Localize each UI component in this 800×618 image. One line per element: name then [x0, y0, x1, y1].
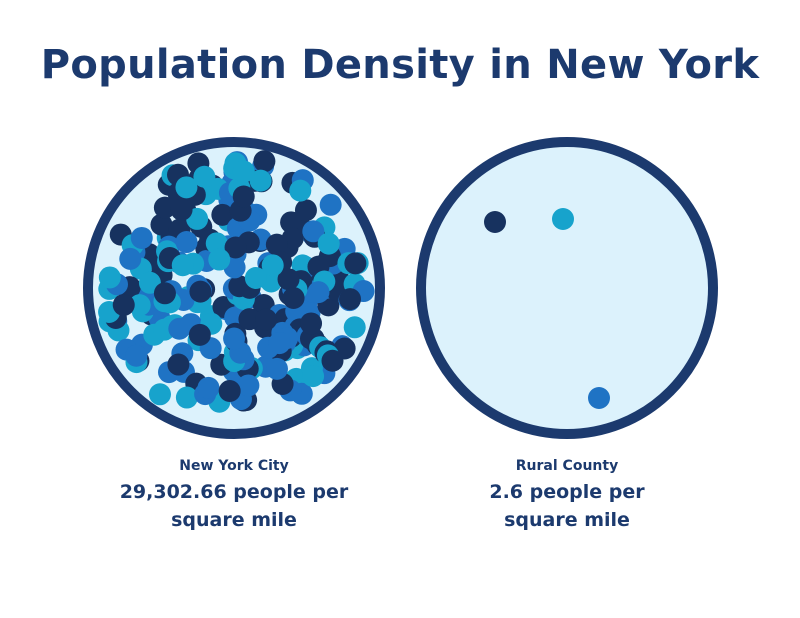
person-dot: [238, 308, 261, 331]
person-dot: [253, 150, 276, 173]
person-dot: [237, 374, 260, 397]
person-dot: [255, 308, 278, 331]
person-dot: [588, 387, 610, 409]
population-dots-nyc: [98, 150, 375, 413]
person-dot: [189, 280, 212, 303]
person-dot: [232, 160, 255, 183]
person-dot: [552, 208, 574, 230]
circle-ring: [416, 137, 718, 439]
person-dot: [208, 248, 231, 271]
person-dot: [321, 349, 344, 372]
person-dot: [98, 266, 121, 289]
person-dot: [223, 327, 246, 350]
panel-new-york-city: New York City 29,302.66 people per squar…: [74, 128, 394, 534]
person-dot: [249, 169, 272, 192]
person-dot: [289, 179, 312, 202]
person-dot: [153, 196, 176, 219]
person-dot: [167, 353, 190, 376]
person-dot: [265, 357, 288, 380]
panel-rural-county: Rural County 2.6 people per square mile: [407, 128, 727, 534]
person-dot: [484, 211, 506, 233]
person-dot: [317, 232, 340, 255]
person-dot: [211, 203, 234, 226]
density-label: 29,302.66 people per square mile: [119, 481, 349, 531]
caption-rural: Rural County 2.6 people per square mile: [407, 458, 727, 534]
person-dot: [300, 312, 323, 335]
person-dot: [319, 193, 342, 216]
person-dot: [268, 332, 291, 355]
person-dot: [232, 185, 255, 208]
person-dot: [218, 380, 241, 403]
caption-nyc: New York City 29,302.66 people per squar…: [74, 458, 394, 534]
person-dot: [148, 383, 171, 406]
person-dot: [171, 254, 194, 277]
person-dot: [307, 281, 330, 304]
person-dot: [175, 176, 198, 199]
person-dot: [125, 344, 148, 367]
density-label: 2.6 people per square mile: [489, 481, 645, 531]
place-label: Rural County: [515, 458, 619, 474]
person-dot: [175, 386, 198, 409]
density-circle-nyc: [83, 137, 385, 439]
person-dot: [277, 268, 300, 291]
person-dot: [265, 233, 288, 256]
person-dot: [205, 232, 228, 255]
person-dot: [193, 165, 216, 188]
person-dot: [343, 316, 366, 339]
person-dot: [244, 266, 267, 289]
person-dot: [224, 236, 247, 259]
person-dot: [228, 275, 251, 298]
person-dot: [261, 254, 284, 277]
person-dot: [280, 211, 303, 234]
population-dots-rural: [484, 208, 610, 409]
person-dot: [130, 226, 153, 249]
page-title: Population Density in New York: [40, 42, 760, 88]
person-dot: [339, 288, 362, 311]
person-dot: [128, 294, 151, 317]
person-dot: [294, 199, 317, 222]
person-dot: [302, 365, 325, 388]
place-label: New York City: [179, 458, 289, 474]
density-circle-rural: [416, 137, 718, 439]
person-dot: [112, 293, 135, 316]
person-dot: [188, 323, 211, 346]
person-dot: [119, 247, 142, 270]
circle-ring: [83, 137, 385, 439]
person-dot: [150, 213, 173, 236]
person-dot: [153, 282, 176, 305]
person-dot: [175, 231, 198, 254]
person-dot: [170, 198, 193, 221]
person-dot: [282, 286, 305, 309]
person-dot: [344, 252, 367, 275]
person-dot: [302, 220, 325, 243]
person-dot: [197, 376, 220, 399]
person-dot: [168, 317, 191, 340]
